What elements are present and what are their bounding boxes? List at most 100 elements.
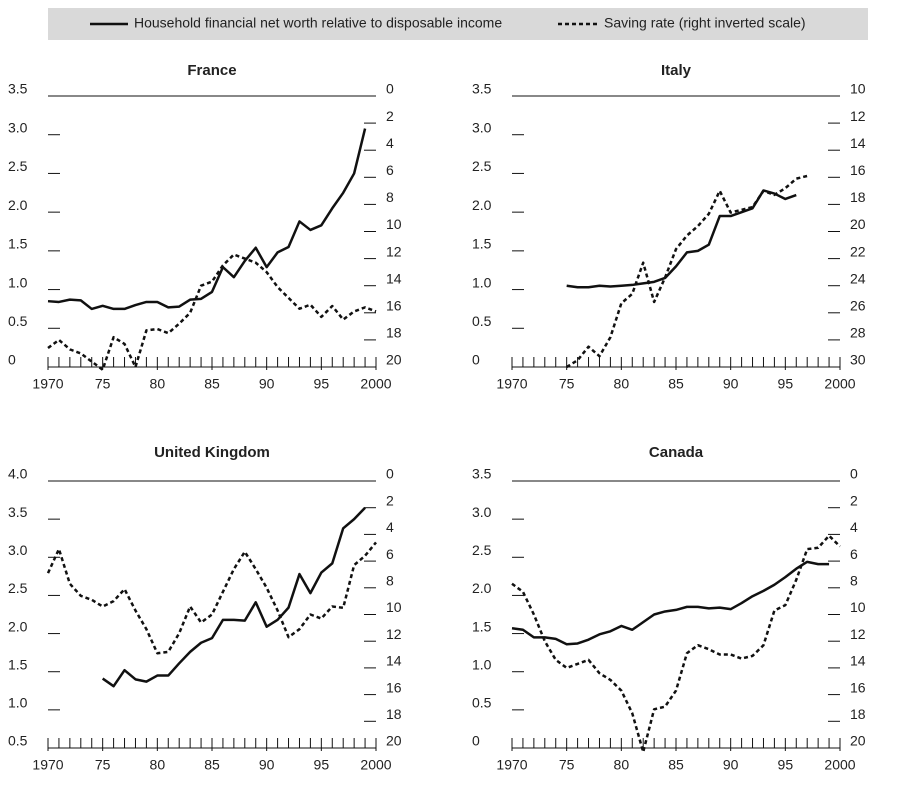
x-tick-label: 75: [559, 757, 575, 773]
y2-tick-label: 2: [850, 492, 858, 508]
y-tick-label: 2.0: [8, 618, 28, 634]
y2-tick-label: 20: [386, 352, 402, 368]
y2-tick-label: 14: [386, 270, 402, 286]
saving-rate-line: [511, 534, 841, 754]
y2-tick-label: 14: [850, 653, 866, 669]
y-tick-label: 3.0: [8, 119, 28, 135]
panel-title: France: [187, 62, 236, 79]
y2-tick-label: 10: [850, 81, 866, 97]
y-tick-label: 3.0: [472, 119, 492, 135]
x-tick-label: 80: [150, 757, 166, 773]
y2-tick-label: 20: [850, 733, 866, 749]
y2-tick-label: 16: [850, 679, 866, 695]
y-tick-label: 2.0: [8, 197, 28, 213]
y2-tick-label: 0: [386, 466, 394, 482]
y-tick-label: 1.0: [8, 695, 28, 711]
x-tick-label: 1970: [32, 757, 63, 773]
x-tick-label: 80: [150, 376, 166, 392]
y-tick-label: 3.5: [472, 466, 492, 482]
x-tick-label: 85: [204, 757, 220, 773]
y-tick-label: 3.5: [8, 504, 28, 520]
y2-tick-label: 2: [386, 108, 394, 124]
y2-tick-label: 26: [850, 298, 866, 314]
panel-title: United Kingdom: [154, 444, 270, 461]
y2-tick-label: 8: [850, 573, 858, 589]
y2-tick-label: 12: [850, 626, 866, 642]
y2-tick-label: 16: [386, 298, 402, 314]
y-tick-label: 1.0: [472, 274, 492, 290]
y2-tick-label: 2: [386, 492, 394, 508]
y-tick-label: 3.5: [472, 81, 492, 97]
x-tick-label: 1970: [496, 757, 527, 773]
y-tick-label: 0.5: [8, 733, 28, 749]
y-tick-label: 0.5: [472, 313, 492, 329]
x-tick-label: 95: [778, 757, 794, 773]
x-tick-label: 80: [614, 376, 630, 392]
y2-tick-label: 16: [850, 162, 866, 178]
saving-rate-line: [47, 253, 377, 371]
y-tick-label: 3.5: [8, 81, 28, 97]
y2-tick-label: 14: [850, 135, 866, 151]
y2-tick-label: 30: [850, 352, 866, 368]
y2-tick-label: 10: [850, 599, 866, 615]
y-tick-label: 2.5: [8, 158, 28, 174]
y2-tick-label: 4: [386, 135, 394, 151]
x-tick-label: 90: [259, 376, 275, 392]
y-tick-label: 2.5: [472, 158, 492, 174]
x-tick-label: 95: [314, 376, 330, 392]
y-tick-label: 1.5: [8, 236, 28, 252]
y2-tick-label: 0: [850, 466, 858, 482]
y2-tick-label: 8: [386, 189, 394, 205]
y2-tick-label: 8: [386, 573, 394, 589]
y-tick-label: 0: [472, 733, 480, 749]
legend-box: [48, 8, 868, 40]
saving-rate-line: [566, 174, 808, 369]
panel-title: Canada: [649, 444, 704, 461]
y-tick-label: 2.5: [8, 580, 28, 596]
y2-tick-label: 28: [850, 325, 866, 341]
y-tick-label: 1.5: [8, 656, 28, 672]
y2-tick-label: 6: [850, 546, 858, 562]
y2-tick-label: 18: [386, 706, 402, 722]
x-tick-label: 2000: [824, 757, 855, 773]
y-tick-label: 2.5: [472, 542, 492, 558]
net-worth-line: [566, 189, 797, 289]
y2-tick-label: 20: [850, 216, 866, 232]
y2-tick-label: 6: [386, 546, 394, 562]
net-worth-line: [511, 560, 830, 646]
x-tick-label: 85: [668, 757, 684, 773]
y2-tick-label: 12: [386, 243, 402, 259]
x-tick-label: 2000: [824, 376, 855, 392]
y2-tick-label: 12: [386, 626, 402, 642]
x-tick-label: 90: [723, 757, 739, 773]
y-tick-label: 3.0: [472, 504, 492, 520]
y-tick-label: 2.0: [472, 580, 492, 596]
y2-tick-label: 20: [386, 733, 402, 749]
x-tick-label: 80: [614, 757, 630, 773]
y2-tick-label: 14: [386, 653, 402, 669]
x-tick-label: 85: [204, 376, 220, 392]
y-tick-label: 3.0: [8, 542, 28, 558]
legend-label: Saving rate (right inverted scale): [604, 15, 806, 31]
x-tick-label: 1970: [32, 376, 63, 392]
x-tick-label: 2000: [360, 757, 391, 773]
y2-tick-label: 12: [850, 108, 866, 124]
y-tick-label: 2.0: [472, 197, 492, 213]
panel-title: Italy: [661, 62, 692, 79]
y2-tick-label: 22: [850, 243, 866, 259]
y2-tick-label: 4: [850, 519, 858, 535]
y2-tick-label: 18: [850, 189, 866, 205]
x-tick-label: 75: [95, 757, 111, 773]
x-tick-label: 95: [314, 757, 330, 773]
x-tick-label: 90: [259, 757, 275, 773]
y2-tick-label: 24: [850, 270, 866, 286]
y2-tick-label: 16: [386, 679, 402, 695]
x-tick-label: 75: [95, 376, 111, 392]
net-worth-line: [101, 506, 366, 688]
x-tick-label: 75: [559, 376, 575, 392]
y2-tick-label: 6: [386, 162, 394, 178]
y2-tick-label: 0: [386, 81, 394, 97]
x-tick-label: 85: [668, 376, 684, 392]
